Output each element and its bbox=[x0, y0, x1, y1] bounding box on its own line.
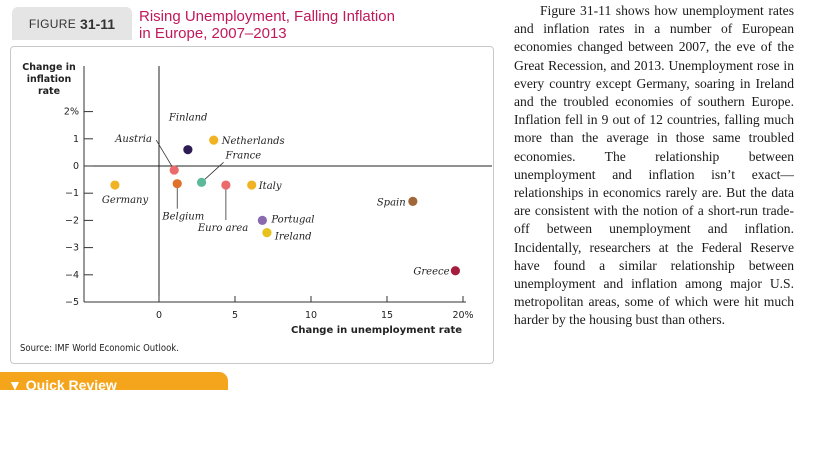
figure-title: Rising Unemployment, Falling Inflation i… bbox=[139, 8, 439, 42]
x-axis-label: Change in unemployment rate bbox=[291, 325, 462, 336]
body-paragraph: Figure 31-11 shows how unemployment rate… bbox=[514, 3, 794, 328]
figure-label-number: 31-11 bbox=[80, 15, 116, 32]
x-tick-label: 10 bbox=[305, 310, 317, 321]
data-point-portugal bbox=[257, 215, 267, 225]
point-label-greece: Greece bbox=[413, 267, 449, 278]
data-point-netherlands bbox=[209, 135, 219, 145]
leader-line-france bbox=[201, 162, 224, 183]
data-point-france bbox=[196, 177, 207, 187]
data-point-belgium bbox=[172, 179, 182, 189]
point-label-france: France bbox=[225, 150, 262, 161]
point-label-germany: Germany bbox=[102, 195, 149, 206]
point-label-belgium: Belgium bbox=[161, 212, 204, 223]
y-tick-label: −5 bbox=[65, 297, 79, 308]
data-point-euro-area bbox=[221, 180, 231, 190]
y-tick-label: −2 bbox=[65, 215, 79, 226]
x-tick-label: 0 bbox=[156, 310, 162, 321]
data-point-spain bbox=[408, 196, 418, 206]
x-tick-label: 15 bbox=[381, 310, 393, 321]
point-label-euro-area: Euro area bbox=[197, 223, 248, 234]
quick-review-banner[interactable]: ▼ Quick Review bbox=[0, 372, 228, 390]
y-tick-label: 2% bbox=[64, 107, 79, 118]
point-label-netherlands: Netherlands bbox=[221, 136, 285, 147]
y-tick-label: 0 bbox=[73, 161, 79, 172]
data-point-austria bbox=[169, 165, 179, 175]
point-label-portugal: Portugal bbox=[270, 214, 314, 225]
figure-source: Source: IMF World Economic Outlook. bbox=[20, 343, 179, 354]
figure-label-word: FIGURE bbox=[28, 16, 77, 31]
y-tick-label: −1 bbox=[65, 188, 79, 199]
x-tick-label: 5 bbox=[232, 310, 238, 321]
y-tick-label: −3 bbox=[65, 243, 79, 254]
data-point-germany bbox=[110, 180, 120, 190]
data-point-ireland bbox=[262, 228, 272, 238]
point-label-spain: Spain bbox=[377, 197, 406, 208]
point-label-finland: Finland bbox=[168, 113, 208, 124]
data-point-italy bbox=[247, 180, 257, 190]
data-point-greece bbox=[450, 266, 460, 276]
y-axis-label-line: rate bbox=[38, 86, 60, 97]
figure-label-tab: FIGURE 31-11 bbox=[12, 7, 132, 40]
point-label-ireland: Ireland bbox=[274, 232, 312, 243]
y-tick-label: −4 bbox=[65, 270, 79, 281]
figure-title-line-1: Rising Unemployment, Falling Inflation bbox=[139, 8, 395, 25]
leader-line-austria bbox=[155, 139, 175, 171]
y-axis-label-line: Change in bbox=[22, 62, 76, 73]
quick-review-label: ▼ Quick Review bbox=[8, 377, 117, 390]
figure-title-line-2: in Europe, 2007–2013 bbox=[139, 25, 287, 42]
y-axis-label-line: inflation bbox=[27, 74, 72, 85]
point-label-italy: Italy bbox=[258, 181, 282, 192]
y-tick-label: 1 bbox=[73, 134, 79, 145]
point-label-austria: Austria bbox=[114, 134, 152, 145]
x-tick-label: 20% bbox=[452, 310, 473, 321]
data-point-finland bbox=[183, 145, 193, 155]
